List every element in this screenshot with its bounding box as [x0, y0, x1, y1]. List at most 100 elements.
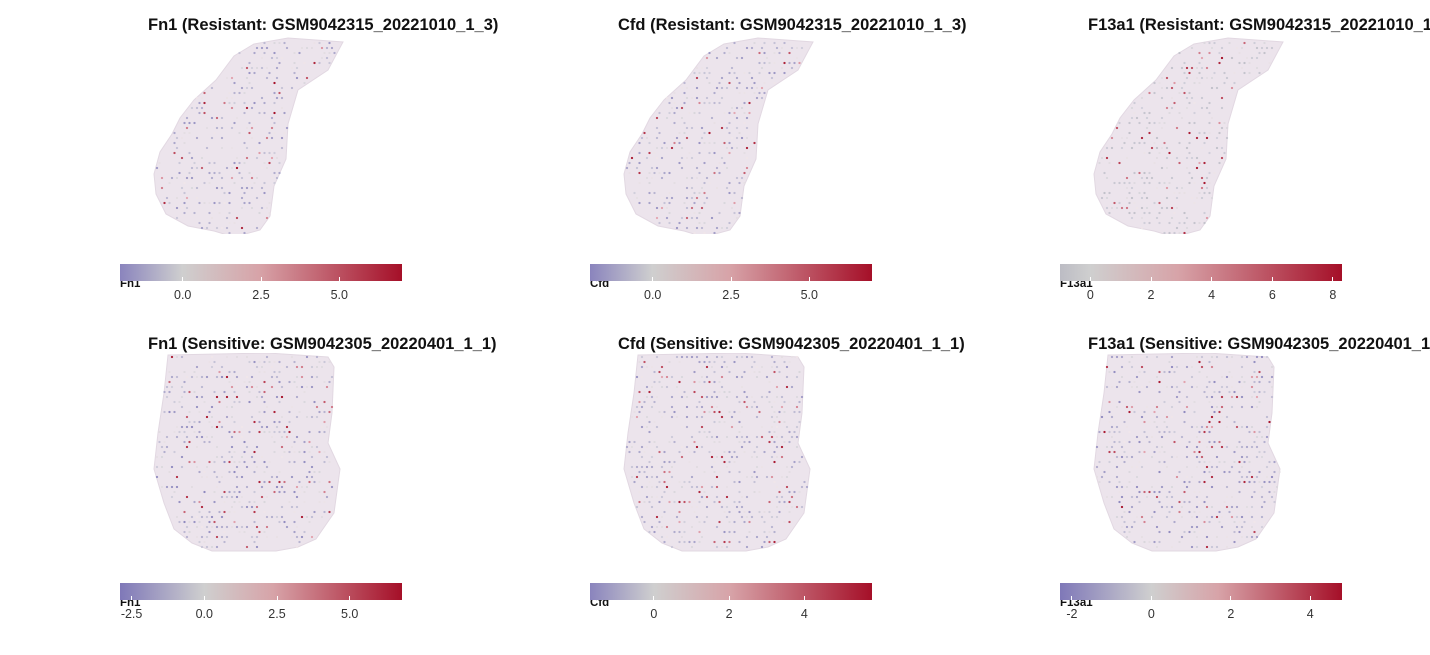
spot	[255, 515, 259, 519]
spot	[1205, 445, 1209, 449]
spot	[1210, 485, 1214, 489]
spot	[155, 465, 159, 469]
spot	[1120, 375, 1124, 379]
spot	[775, 365, 779, 369]
colorbar	[1060, 583, 1342, 600]
spot	[715, 166, 719, 170]
spot	[260, 365, 264, 369]
spot	[1158, 181, 1161, 185]
spot	[735, 136, 739, 140]
spot	[1218, 410, 1221, 414]
spot	[750, 355, 754, 359]
spot	[670, 146, 674, 150]
spot	[1253, 480, 1256, 484]
spot	[1180, 186, 1184, 190]
spot	[245, 355, 249, 359]
spot	[165, 395, 169, 399]
spot	[310, 465, 314, 469]
spot	[1145, 206, 1149, 210]
spot	[755, 455, 759, 459]
spot	[1203, 131, 1206, 135]
spot	[1210, 355, 1214, 359]
spot	[635, 475, 639, 479]
spot	[168, 390, 171, 394]
spot	[653, 420, 656, 424]
spot	[1193, 101, 1196, 105]
spot	[703, 201, 706, 205]
spot	[1235, 46, 1239, 50]
spot	[783, 410, 786, 414]
spot	[180, 206, 184, 210]
spot	[313, 510, 316, 514]
spot	[695, 445, 699, 449]
spot	[283, 490, 286, 494]
spot	[1198, 440, 1201, 444]
spot	[320, 365, 324, 369]
spot	[183, 181, 186, 185]
spot	[690, 156, 694, 160]
spot	[775, 435, 779, 439]
spot	[323, 400, 326, 404]
spot	[1145, 136, 1149, 140]
spot	[650, 455, 654, 459]
spot	[1218, 420, 1221, 424]
spot	[635, 465, 639, 469]
spot	[648, 460, 651, 464]
spot	[795, 435, 799, 439]
spot	[1148, 131, 1151, 135]
spot	[1205, 465, 1209, 469]
spot	[1128, 201, 1131, 205]
spot	[1200, 425, 1204, 429]
spot	[760, 66, 764, 70]
spot	[793, 430, 796, 434]
spot	[285, 46, 289, 50]
spot	[310, 445, 314, 449]
spot	[243, 530, 246, 534]
spot	[1108, 410, 1111, 414]
spot	[175, 355, 179, 359]
spot	[198, 430, 201, 434]
spot	[225, 375, 229, 379]
spot	[1155, 405, 1159, 409]
spot	[313, 61, 316, 65]
spot	[255, 156, 259, 160]
spot	[1130, 186, 1134, 190]
spot	[1140, 206, 1144, 210]
spot	[1190, 375, 1194, 379]
colorbar-tick-label: 4	[1306, 607, 1314, 621]
spot	[785, 425, 789, 429]
spot	[715, 186, 719, 190]
spot	[210, 405, 214, 409]
spot	[190, 106, 194, 110]
spot	[1210, 405, 1214, 409]
spot	[200, 106, 204, 110]
spot	[250, 136, 254, 140]
spot	[263, 191, 266, 195]
spot	[195, 96, 199, 100]
spot	[323, 420, 326, 424]
spot	[1198, 460, 1201, 464]
colorbar-tick	[1309, 596, 1311, 600]
spot	[1140, 106, 1144, 110]
spot	[745, 405, 749, 409]
spot	[708, 81, 711, 85]
spot	[248, 181, 251, 185]
spot	[1148, 151, 1151, 155]
spot	[1143, 221, 1146, 225]
spot	[1215, 455, 1219, 459]
spot	[1118, 490, 1121, 494]
spot	[1230, 465, 1234, 469]
spot	[195, 375, 199, 379]
spot	[1110, 385, 1114, 389]
spot	[728, 81, 731, 85]
spot	[293, 71, 296, 75]
spot	[1110, 415, 1114, 419]
spot	[178, 520, 181, 524]
spot	[1138, 370, 1141, 374]
spot	[720, 545, 724, 549]
colorbar-tick-label: 5.0	[340, 607, 359, 621]
spot	[240, 425, 244, 429]
spot	[1205, 485, 1209, 489]
spot	[208, 181, 211, 185]
spot	[1195, 355, 1199, 359]
